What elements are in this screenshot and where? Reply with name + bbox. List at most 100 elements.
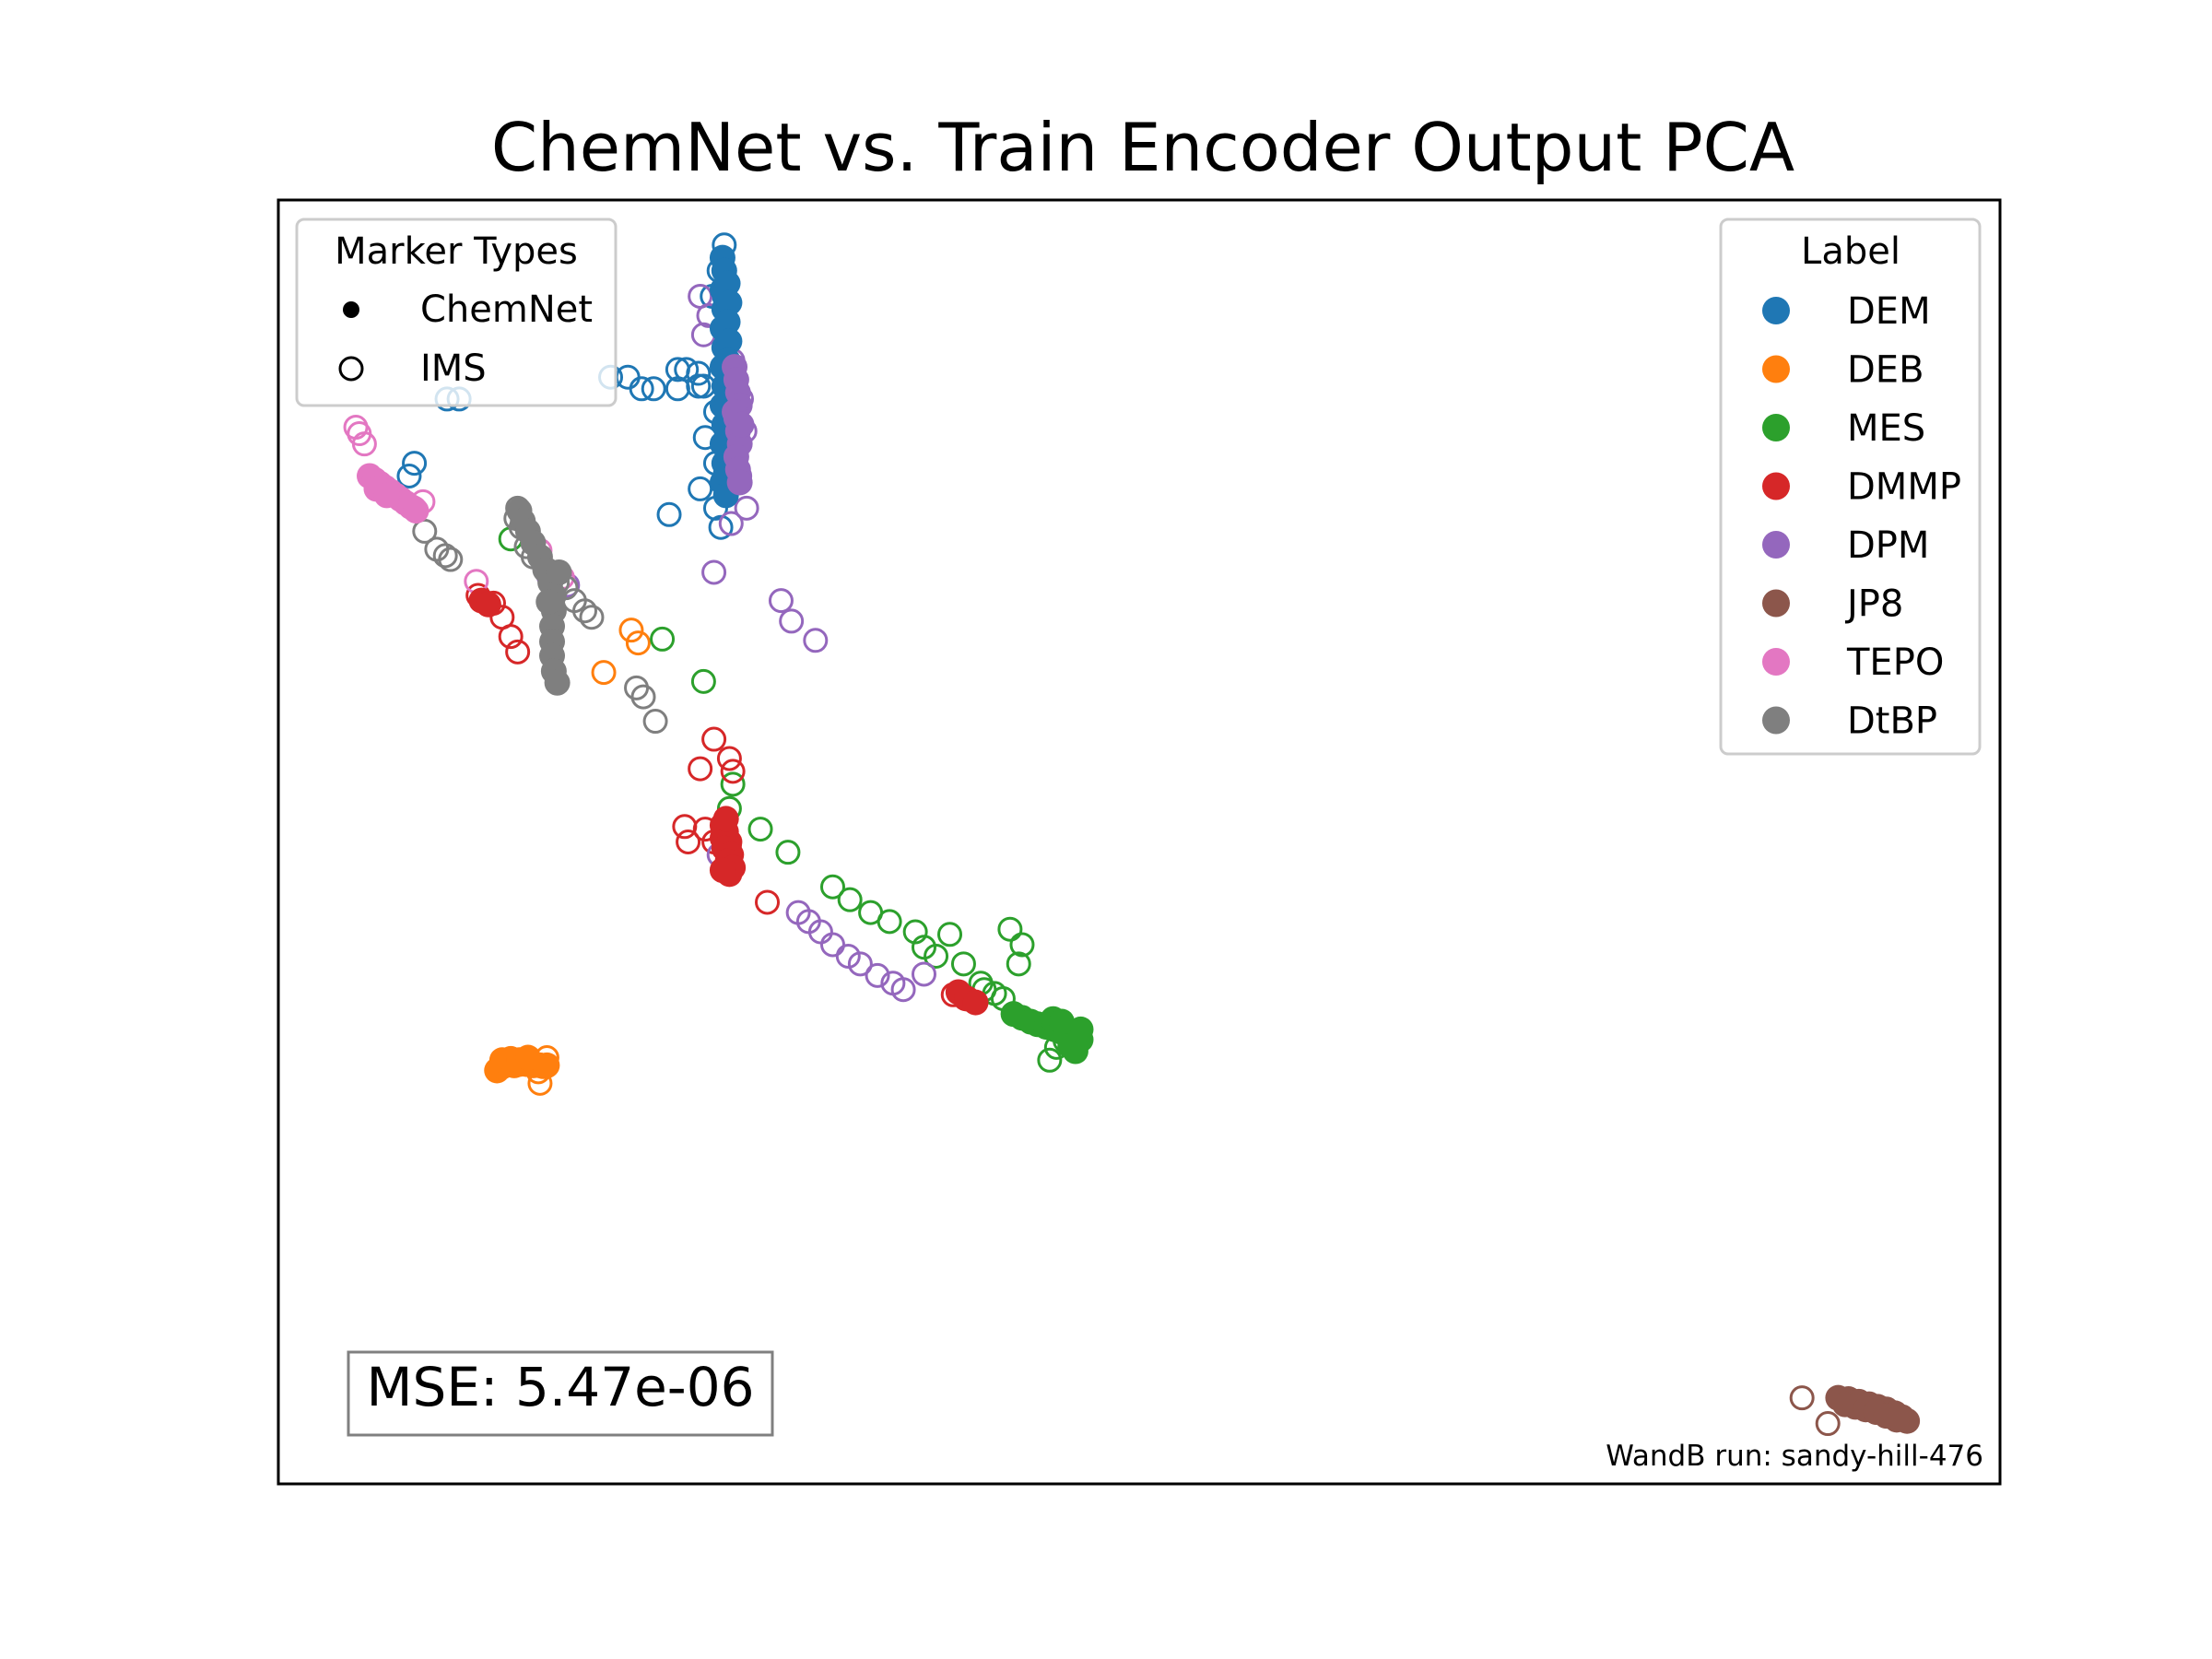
ims-point-dpm bbox=[734, 495, 759, 521]
ims-point-mes bbox=[1009, 932, 1035, 958]
ims-point-dem bbox=[656, 501, 682, 527]
legend-swatch-deb bbox=[1762, 355, 1790, 383]
ims-point-dmmp bbox=[498, 624, 524, 650]
legend-label-jp8: JP8 bbox=[1844, 583, 1903, 626]
chemnet-point-dem bbox=[714, 270, 741, 297]
legend-label-dtbp: DtBP bbox=[1847, 700, 1937, 743]
ims-point-dem bbox=[665, 376, 690, 402]
ims-point-dem bbox=[402, 451, 428, 477]
legend-swatch-jp8 bbox=[1762, 589, 1790, 618]
ims-point-mes bbox=[950, 951, 976, 977]
ims-point-dpm bbox=[912, 961, 936, 987]
legend-label-mes: MES bbox=[1847, 407, 1925, 450]
marker-legend-title: Marker Types bbox=[335, 230, 578, 273]
chemnet-point-tepo bbox=[403, 498, 429, 524]
ims-point-mes bbox=[1037, 1047, 1063, 1073]
ims-point-dem bbox=[686, 373, 712, 399]
ims-point-dpm bbox=[768, 588, 794, 614]
ims-point-dtbp bbox=[572, 598, 598, 624]
scatter-points bbox=[343, 232, 1921, 1437]
legend-swatch-dmmp bbox=[1762, 472, 1790, 500]
marker-types-legend: Marker Types ChemNet IMS bbox=[295, 218, 618, 407]
wandb-run-footnote: WandB run: sandy-hill-476 bbox=[1606, 1440, 1983, 1473]
ims-point-dtbp bbox=[630, 684, 656, 710]
chemnet-point-dem bbox=[716, 328, 743, 355]
ims-point-mes bbox=[837, 887, 863, 912]
mse-annotation: MSE: 5.47e-06 bbox=[366, 1356, 754, 1418]
chemnet-point-dpm bbox=[728, 411, 755, 438]
chemnet-point-mes bbox=[1048, 1008, 1075, 1035]
legend-swatch-mes bbox=[1762, 414, 1790, 441]
ims-point-jp8 bbox=[1815, 1411, 1841, 1437]
ims-point-mes bbox=[937, 922, 963, 947]
ims-point-dem bbox=[396, 463, 422, 488]
ims-point-tepo bbox=[351, 431, 377, 457]
marker-legend-entry-ims: IMS bbox=[420, 347, 487, 390]
ims-point-mes bbox=[924, 943, 949, 969]
chemnet-point-dmmp bbox=[712, 806, 739, 832]
ims-point-mes bbox=[902, 919, 928, 945]
ims-point-dem bbox=[690, 373, 716, 399]
ims-point-dpm bbox=[701, 559, 727, 585]
label-legend-title: Label bbox=[1801, 230, 1900, 273]
ims-point-mes bbox=[997, 916, 1023, 942]
ims-point-dpm bbox=[718, 511, 744, 536]
ims-point-dmmp bbox=[688, 756, 713, 782]
label-legend: Label DEM DEB MES DMMP DPM JP8 TEPO DtBP bbox=[1719, 218, 1982, 756]
marker-legend-entry-chemnet: ChemNet bbox=[420, 288, 593, 331]
ims-point-dmmp bbox=[672, 814, 698, 840]
ims-point-dtbp bbox=[438, 547, 464, 572]
ims-point-dem bbox=[688, 476, 713, 501]
ims-point-dem bbox=[629, 376, 654, 402]
ims-point-mes bbox=[877, 909, 902, 935]
ims-point-mes bbox=[747, 817, 773, 842]
ims-point-dpm bbox=[803, 628, 829, 653]
ims-point-deb bbox=[591, 660, 617, 686]
ims-point-dpm bbox=[865, 962, 890, 988]
hollow-marker-swatch bbox=[338, 356, 364, 382]
chemnet-point-dmmp bbox=[475, 591, 501, 618]
ims-point-dmmp bbox=[755, 889, 781, 915]
chemnet-point-dtbp bbox=[535, 589, 562, 616]
ims-point-dmmp bbox=[701, 726, 727, 752]
ims-point-mes bbox=[1006, 951, 1031, 977]
legend-swatch-dem bbox=[1762, 297, 1790, 324]
ims-point-jp8 bbox=[1789, 1385, 1815, 1411]
ims-point-mes bbox=[650, 626, 676, 652]
chemnet-point-dpm bbox=[726, 469, 753, 496]
ims-point-dem bbox=[686, 360, 712, 386]
ims-point-dpm bbox=[847, 951, 873, 977]
legend-label-dem: DEM bbox=[1847, 290, 1931, 333]
chemnet-point-jp8 bbox=[1883, 1406, 1910, 1433]
chemnet-point-dem bbox=[716, 289, 743, 316]
chart-title: ChemNet vs. Train Encoder Output PCA bbox=[491, 109, 1794, 186]
ims-point-mes bbox=[720, 771, 746, 797]
legend-swatch-dpm bbox=[1762, 531, 1790, 559]
ims-point-dmmp bbox=[716, 746, 742, 771]
ims-point-dem bbox=[641, 376, 666, 402]
ims-point-dtbp bbox=[642, 709, 668, 735]
ims-point-dpm bbox=[779, 608, 805, 634]
ims-point-dpm bbox=[890, 977, 916, 1003]
legend-swatch-dtbp bbox=[1762, 706, 1790, 735]
legend-label-dpm: DPM bbox=[1847, 524, 1929, 567]
ims-point-dmmp bbox=[720, 759, 746, 784]
ims-point-dtbp bbox=[432, 543, 458, 569]
chemnet-point-dmmp bbox=[962, 989, 989, 1016]
legend-label-tepo: TEPO bbox=[1846, 641, 1944, 684]
ims-point-dpm bbox=[819, 932, 845, 958]
legend-swatch-tepo bbox=[1762, 648, 1790, 676]
mse-annotation-box bbox=[347, 1350, 774, 1437]
ims-point-dmmp bbox=[676, 830, 701, 854]
ims-point-mes bbox=[690, 668, 716, 694]
ims-point-dem bbox=[708, 514, 734, 540]
chemnet-point-dtbp bbox=[544, 669, 571, 696]
ims-point-mes bbox=[775, 840, 801, 865]
ims-point-mes bbox=[819, 874, 845, 900]
plot-area-frame bbox=[276, 198, 2002, 1486]
marker-legend-box bbox=[295, 218, 618, 407]
ims-point-dtbp bbox=[579, 605, 605, 630]
ims-point-deb bbox=[618, 618, 644, 643]
chemnet-point-deb bbox=[514, 1044, 541, 1071]
